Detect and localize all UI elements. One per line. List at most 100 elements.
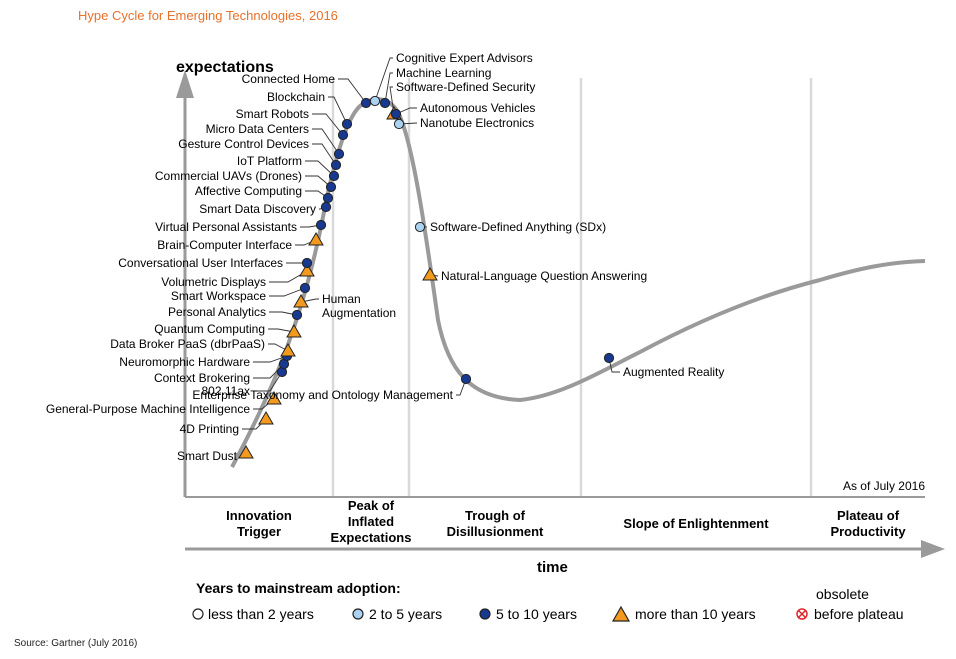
marker-enterprise-taxonomy-and-ontology-management — [460, 373, 472, 385]
marker-smart-robots — [337, 129, 349, 141]
label-software-defined-security: Software-Defined Security — [396, 80, 535, 94]
chart-title: Hype Cycle for Emerging Technologies, 20… — [78, 8, 338, 23]
label-802-11ax: 802.11ax — [202, 384, 251, 398]
source-note: Source: Gartner (July 2016) — [14, 638, 138, 649]
label-nanotube-electronics: Nanotube Electronics — [420, 116, 534, 130]
label-volumetric-displays: Volumetric Displays — [161, 275, 266, 289]
leader-smart-robots — [312, 113, 344, 136]
marker-machine-learning — [379, 97, 391, 109]
marker-volumetric-displays — [299, 263, 315, 277]
legend-label-obsolete-2: before plateau — [814, 606, 904, 622]
phase-label-peak: Expectations — [331, 530, 412, 545]
legend-label-obsolete-1: obsolete — [816, 586, 869, 602]
legend-title: Years to mainstream adoption: — [196, 580, 401, 596]
label-augmented-reality: Augmented Reality — [623, 365, 724, 379]
legend-label-gt10: more than 10 years — [635, 606, 756, 622]
leader-human-augmentation — [300, 298, 319, 303]
label-enterprise-taxonomy-and-ontology-management: Enterprise Taxonomy and Ontology Managem… — [192, 388, 453, 402]
label-micro-data-centers: Micro Data Centers — [206, 122, 309, 136]
technology-labels: Smart Dust 4D Printing General-Purpose Mac… — [46, 51, 725, 463]
label-gesture-control-devices: Gesture Control Devices — [178, 137, 309, 151]
label-data-broker-paas-dbrpaas: Data Broker PaaS (dbrPaaS) — [110, 337, 265, 351]
legend-label-5to10: 5 to 10 years — [496, 606, 577, 622]
phase-label-innovation-trigger: Trigger — [237, 524, 281, 539]
leader-enterprise-taxonomy-and-ontology-management — [456, 378, 467, 396]
obsolete-icon — [796, 608, 808, 620]
phase-label-peak: Inflated — [348, 514, 394, 529]
technology-markers — [238, 95, 615, 459]
label-general-purpose-machine-intelligence: General-Purpose Machine Intelligence — [46, 402, 250, 416]
label-brain-computer-interface: Brain-Computer Interface — [157, 238, 292, 252]
marker-iot-platform — [328, 170, 340, 182]
marker-personal-analytics — [291, 309, 303, 321]
leader-connected-home — [338, 78, 367, 104]
label-cognitive-expert-advisors: Cognitive Expert Advisors — [396, 51, 533, 65]
label-quantum-computing: Quantum Computing — [154, 322, 265, 336]
marker-smart-dust — [238, 445, 254, 459]
marker-affective-computing — [322, 192, 334, 204]
marker-data-broker-paas-dbrpaas — [280, 343, 296, 357]
marker-smart-workspace — [299, 282, 311, 294]
phase-label-slope: Slope of Enlightenment — [623, 516, 769, 531]
legend-marker-gt10 — [611, 605, 631, 622]
leader-commercial-uavs-drones — [305, 175, 332, 188]
marker-connected-home — [360, 97, 372, 109]
legend: Years to mainstream adoption: less than … — [192, 580, 904, 622]
marker-natural-language-question-answering — [422, 267, 438, 281]
leader-data-broker-paas-dbrpaas — [268, 343, 289, 352]
phase-dividers — [331, 78, 813, 497]
leader-software-defined-security — [389, 86, 395, 115]
label-connected-home: Connected Home — [242, 72, 336, 86]
label-smart-data-discovery: Smart Data Discovery — [199, 202, 316, 216]
label-conversational-user-interfaces: Conversational User Interfaces — [118, 256, 283, 270]
marker-gesture-control-devices — [330, 159, 342, 171]
label-smart-robots: Smart Robots — [236, 107, 309, 121]
marker-brain-computer-interface — [308, 232, 324, 246]
label-neuromorphic-hardware: Neuromorphic Hardware — [119, 355, 250, 369]
leader-machine-learning — [384, 72, 393, 104]
marker-augmented-reality — [603, 352, 615, 364]
x-axis-label: time — [537, 559, 568, 576]
label-smart-dust: Smart Dust — [177, 449, 238, 463]
marker-autonomous-vehicles — [390, 108, 402, 120]
phase-label-innovation-trigger: Innovation — [226, 508, 292, 523]
label-4d-printing: 4D Printing — [180, 422, 239, 436]
leader-neuromorphic-hardware — [253, 355, 288, 363]
label-blockchain: Blockchain — [267, 90, 325, 104]
label-affective-computing: Affective Computing — [195, 184, 302, 198]
marker-quantum-computing — [286, 324, 302, 338]
marker-conversational-user-interfaces — [301, 257, 313, 269]
label-natural-language-question-answering: Natural-Language Question Answering — [441, 269, 647, 283]
legend-marker-5to10 — [479, 608, 491, 620]
phase-label-plateau: Plateau of — [837, 508, 900, 523]
label-machine-learning: Machine Learning — [396, 66, 491, 80]
leader-802-11ax — [253, 371, 283, 392]
phase-label-plateau: Productivity — [830, 524, 906, 539]
marker-4d-printing — [258, 411, 274, 425]
label-personal-analytics: Personal Analytics — [168, 305, 266, 319]
marker-smart-data-discovery — [320, 201, 332, 213]
marker-blockchain — [341, 118, 353, 130]
label-software-defined-anything-sdx: Software-Defined Anything (SDx) — [430, 220, 606, 234]
leader-quantum-computing — [268, 328, 295, 333]
leader-gesture-control-devices — [312, 143, 337, 166]
marker-nanotube-electronics — [393, 118, 405, 130]
phase-label-trough: Disillusionment — [447, 524, 544, 539]
label-autonomous-vehicles: Autonomous Vehicles — [420, 101, 535, 115]
label-context-brokering: Context Brokering — [154, 371, 250, 385]
leader-blockchain — [328, 96, 348, 125]
leader-micro-data-centers — [312, 128, 340, 155]
label-commercial-uavs-drones: Commercial UAVs (Drones) — [155, 169, 302, 183]
legend-label-lt2: less than 2 years — [208, 606, 314, 622]
marker-software-defined-anything-sdx — [414, 221, 426, 233]
marker-general-purpose-machine-intelligence — [266, 391, 282, 405]
marker-micro-data-centers — [333, 148, 345, 160]
as-of-label: As of July 2016 — [843, 479, 925, 493]
leader-smart-workspace — [269, 287, 306, 297]
x-axis-arrow — [921, 540, 945, 558]
marker-commercial-uavs-drones — [325, 181, 337, 193]
label-human-augmentation: Human Augmentation — [322, 292, 396, 320]
legend-marker-2to5 — [352, 608, 364, 620]
